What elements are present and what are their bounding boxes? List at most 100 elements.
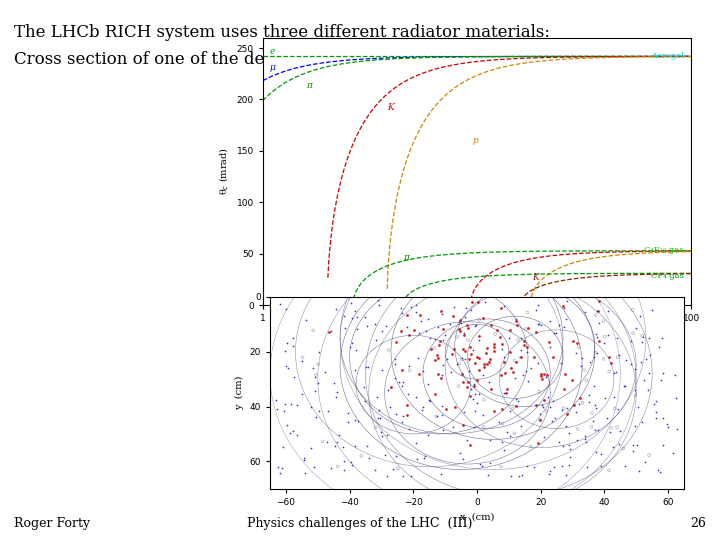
Point	[424, 396, 436, 405]
Point	[429, 390, 441, 399]
Point	[360, 362, 372, 371]
Point	[337, 442, 348, 451]
Point	[430, 356, 441, 364]
Point	[275, 469, 287, 477]
Point	[588, 417, 599, 426]
Point	[540, 287, 552, 295]
Point	[589, 381, 600, 390]
Point	[480, 298, 491, 306]
Point	[491, 325, 503, 334]
Point	[538, 395, 549, 404]
Point	[498, 389, 510, 398]
Point	[454, 448, 465, 457]
Point	[346, 458, 357, 467]
Point	[279, 406, 290, 415]
Point	[466, 384, 477, 393]
Point	[428, 343, 440, 352]
Point	[532, 359, 544, 367]
Point	[533, 320, 544, 329]
Point	[390, 338, 402, 347]
Point	[544, 316, 556, 325]
Point	[396, 382, 408, 390]
Point	[504, 407, 516, 415]
Point	[613, 405, 624, 414]
Point	[375, 427, 387, 436]
Text: Typical event: complex pattern recognition!: Typical event: complex pattern recogniti…	[291, 248, 663, 262]
Point	[338, 457, 349, 465]
Point	[297, 390, 308, 399]
Point	[447, 312, 459, 320]
Point	[329, 442, 341, 450]
Point	[459, 331, 470, 340]
Point	[518, 336, 530, 345]
Point	[361, 442, 373, 450]
Point	[356, 451, 367, 460]
Point	[560, 422, 572, 431]
Point	[280, 305, 292, 313]
Point	[286, 400, 297, 408]
Point	[592, 426, 603, 434]
Point	[488, 407, 500, 415]
Point	[483, 358, 495, 367]
Point	[466, 349, 477, 358]
Point	[608, 369, 619, 378]
Point	[402, 311, 413, 320]
Point	[486, 384, 498, 393]
Point	[473, 315, 485, 324]
Point	[456, 355, 467, 364]
Point	[379, 451, 391, 460]
Point	[533, 439, 544, 448]
Point	[497, 420, 508, 428]
Point	[410, 393, 421, 401]
Point	[323, 328, 334, 337]
Point	[558, 404, 570, 413]
Point	[416, 406, 428, 415]
Point	[462, 336, 474, 345]
Y-axis label: y  (cm): y (cm)	[235, 376, 244, 410]
Point	[402, 362, 414, 370]
Point	[573, 400, 585, 408]
Point	[499, 353, 510, 362]
Point	[635, 357, 647, 366]
Point	[598, 316, 609, 325]
Point	[361, 322, 373, 330]
Point	[462, 323, 474, 332]
Point	[484, 459, 495, 468]
Point	[393, 378, 405, 387]
Point	[496, 345, 508, 354]
Point	[478, 422, 490, 431]
Point	[292, 430, 303, 439]
Point	[549, 414, 561, 422]
Point	[390, 373, 401, 382]
Point	[536, 401, 547, 409]
Point	[654, 468, 666, 476]
Point	[277, 443, 289, 451]
Point	[298, 454, 310, 462]
Point	[384, 402, 395, 411]
Point	[346, 314, 358, 322]
Point	[629, 422, 640, 430]
Point	[395, 303, 407, 312]
Point	[522, 324, 534, 333]
Point	[619, 461, 631, 470]
Point	[601, 414, 613, 422]
Point	[464, 355, 475, 363]
Point	[339, 324, 351, 333]
Point	[459, 347, 471, 356]
Point	[473, 336, 485, 345]
Point	[300, 316, 312, 325]
Point	[586, 409, 598, 417]
Point	[387, 464, 399, 473]
Point	[634, 311, 645, 320]
Point	[619, 381, 631, 390]
Point	[477, 370, 489, 379]
Point	[549, 328, 560, 337]
Text: π: π	[402, 253, 408, 262]
Point	[310, 370, 322, 379]
Point	[662, 423, 673, 431]
Point	[448, 302, 459, 311]
Point	[534, 410, 546, 418]
Point	[412, 454, 423, 463]
Point	[279, 347, 291, 355]
Point	[404, 366, 415, 374]
